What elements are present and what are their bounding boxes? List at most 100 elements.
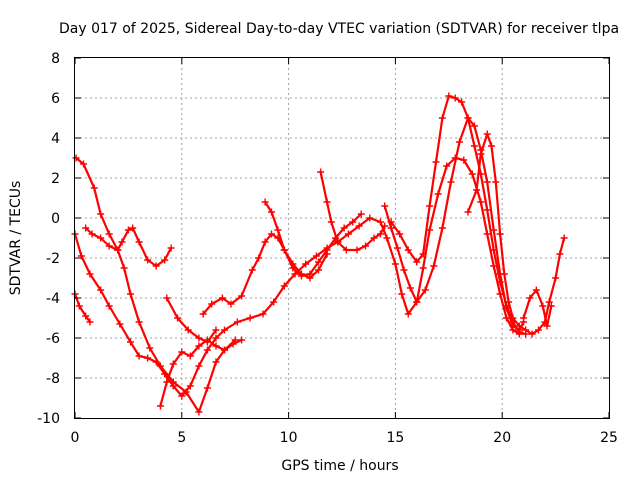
data-point — [274, 226, 282, 234]
data-point — [124, 226, 132, 234]
data-point — [146, 344, 154, 352]
data-point — [97, 210, 105, 218]
data-point — [82, 224, 90, 232]
data-point — [413, 298, 421, 306]
data-point — [342, 246, 350, 254]
data-point — [526, 294, 534, 302]
y-tick-label: -4 — [46, 291, 60, 307]
data-point — [270, 298, 278, 306]
data-point — [353, 246, 361, 254]
data-point — [195, 334, 203, 342]
y-tick-label: -8 — [46, 371, 60, 387]
data-point — [509, 314, 517, 322]
data-point — [443, 162, 451, 170]
data-point — [203, 384, 211, 392]
data-point — [387, 224, 395, 232]
data-point — [259, 310, 267, 318]
data-point — [492, 178, 500, 186]
data-point — [477, 198, 485, 206]
data-point — [404, 246, 412, 254]
y-tick-label: -10 — [37, 411, 60, 427]
data-point — [212, 326, 220, 334]
data-point — [496, 230, 504, 238]
series-line — [73, 292, 92, 324]
data-point — [297, 272, 305, 280]
data-point — [334, 238, 342, 246]
data-point — [515, 328, 523, 336]
data-point — [88, 230, 96, 238]
series-satellite-track-1 — [72, 154, 239, 416]
data-point — [246, 314, 254, 322]
data-point — [396, 230, 404, 238]
data-point — [430, 262, 438, 270]
series-satellite-track-2 — [71, 154, 523, 400]
data-point — [464, 114, 472, 122]
data-point — [376, 218, 384, 226]
data-point — [129, 224, 137, 232]
data-point — [127, 290, 135, 298]
data-point — [221, 346, 229, 354]
data-point — [199, 310, 207, 318]
data-point — [82, 312, 90, 320]
series-line — [84, 226, 173, 268]
data-point — [381, 202, 389, 210]
data-point — [370, 234, 378, 242]
data-point — [203, 338, 211, 346]
data-point — [357, 210, 365, 218]
data-point — [383, 234, 391, 242]
data-point — [483, 206, 491, 214]
data-point — [515, 322, 523, 330]
data-point — [426, 202, 434, 210]
data-point — [77, 252, 85, 260]
y-tick-label: 6 — [51, 91, 60, 107]
data-point — [80, 160, 88, 168]
x-axis-label: GPS time / hours — [281, 458, 398, 474]
x-tick-label: 20 — [493, 430, 511, 446]
data-point — [483, 230, 491, 238]
data-point — [413, 258, 421, 266]
data-point — [315, 258, 323, 266]
data-point — [195, 362, 203, 370]
data-point — [387, 218, 395, 226]
data-point — [520, 314, 528, 322]
data-point — [86, 270, 94, 278]
data-point — [212, 334, 220, 342]
data-point — [344, 230, 352, 238]
data-point — [556, 250, 564, 258]
data-point — [490, 246, 498, 254]
data-point — [376, 230, 384, 238]
y-tick-label: -6 — [46, 331, 60, 347]
data-point — [366, 214, 374, 222]
data-point — [419, 264, 427, 272]
data-point — [455, 138, 463, 146]
series-satellite-track-5 — [156, 336, 246, 410]
tick-labels: 0 5 10 15 20 25 -10 -8 -6 -4 -2 0 2 4 6 8 — [37, 51, 618, 446]
data-point — [421, 286, 429, 294]
series-satellite-track-4 — [82, 224, 175, 270]
data-point — [144, 354, 152, 362]
data-point — [97, 234, 105, 242]
y-tick-label: 2 — [51, 171, 60, 187]
data-point — [445, 92, 453, 100]
data-point — [349, 218, 357, 226]
data-point — [161, 256, 169, 264]
data-point — [552, 274, 560, 282]
data-point — [167, 244, 175, 252]
data-point — [496, 278, 504, 286]
data-point — [312, 252, 320, 260]
series-line — [522, 288, 553, 328]
data-point — [261, 198, 269, 206]
data-point — [451, 94, 459, 102]
data-point — [144, 256, 152, 264]
data-point — [174, 314, 182, 322]
data-point — [434, 190, 442, 198]
data-point — [178, 392, 186, 400]
data-point — [394, 244, 402, 252]
data-point — [547, 302, 555, 310]
data-point — [268, 208, 276, 216]
data-point — [178, 348, 186, 356]
plot-frame — [74, 57, 610, 419]
data-point — [406, 284, 414, 292]
data-point — [522, 326, 530, 334]
data-point — [470, 142, 478, 150]
